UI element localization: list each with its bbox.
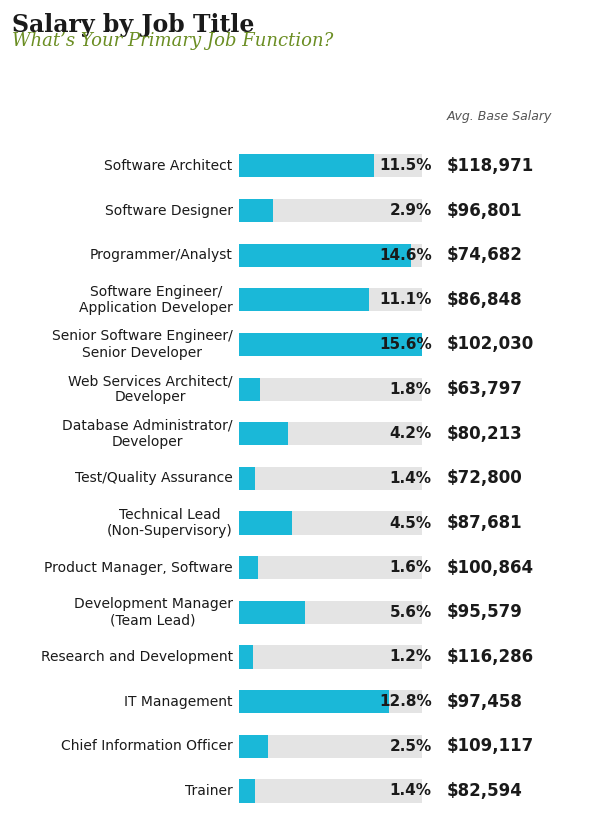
Text: 14.6%: 14.6% <box>379 248 431 263</box>
Bar <box>239 600 422 624</box>
Bar <box>239 690 422 713</box>
Text: 15.6%: 15.6% <box>379 337 431 352</box>
Bar <box>239 154 422 178</box>
Bar <box>239 512 422 534</box>
Bar <box>239 556 422 579</box>
Text: Product Manager, Software: Product Manager, Software <box>44 561 233 574</box>
Text: 1.6%: 1.6% <box>389 560 431 575</box>
Text: Software Engineer/
Application Developer: Software Engineer/ Application Developer <box>79 285 233 315</box>
Bar <box>239 779 422 802</box>
Text: $109,117: $109,117 <box>447 737 534 756</box>
Text: 4.2%: 4.2% <box>389 426 431 441</box>
Text: 1.8%: 1.8% <box>389 382 431 397</box>
Bar <box>239 467 422 490</box>
Text: 5.6%: 5.6% <box>389 605 431 620</box>
Text: $97,458: $97,458 <box>447 693 523 711</box>
Text: Senior Software Engineer/
Senior Developer: Senior Software Engineer/ Senior Develop… <box>52 329 233 360</box>
Text: 1.4%: 1.4% <box>389 783 431 798</box>
Text: $72,800: $72,800 <box>447 469 523 488</box>
Bar <box>239 645 422 669</box>
Text: 2.5%: 2.5% <box>389 739 431 754</box>
Text: $63,797: $63,797 <box>447 380 523 398</box>
Text: 12.8%: 12.8% <box>379 694 431 709</box>
Text: 11.5%: 11.5% <box>379 159 431 174</box>
Text: Database Administrator/
Developer: Database Administrator/ Developer <box>62 418 233 449</box>
Bar <box>239 244 410 267</box>
Bar <box>239 423 288 445</box>
Text: $82,594: $82,594 <box>447 782 523 800</box>
Bar <box>239 199 422 222</box>
Bar <box>239 735 422 758</box>
Bar <box>239 556 257 579</box>
Text: Research and Development: Research and Development <box>41 650 233 664</box>
Text: Technical Lead
(Non-Supervisory): Technical Lead (Non-Supervisory) <box>107 508 233 539</box>
Bar <box>239 288 370 311</box>
Text: Programmer/Analyst: Programmer/Analyst <box>90 248 233 262</box>
Bar <box>239 377 422 401</box>
Text: Test/Quality Assurance: Test/Quality Assurance <box>75 472 233 485</box>
Bar <box>239 244 422 267</box>
Text: 11.1%: 11.1% <box>379 292 431 307</box>
Text: $116,286: $116,286 <box>447 648 534 666</box>
Text: $74,682: $74,682 <box>447 246 523 264</box>
Bar <box>239 154 374 178</box>
Text: 2.9%: 2.9% <box>389 203 431 218</box>
Text: $87,681: $87,681 <box>447 514 523 532</box>
Text: Trainer: Trainer <box>185 784 233 798</box>
Text: $102,030: $102,030 <box>447 336 534 353</box>
Bar <box>239 199 273 222</box>
Text: 4.5%: 4.5% <box>389 515 431 530</box>
Text: $86,848: $86,848 <box>447 291 523 309</box>
Text: Avg. Base Salary: Avg. Base Salary <box>447 110 553 124</box>
Bar <box>239 779 255 802</box>
Text: Web Services Architect/
Developer: Web Services Architect/ Developer <box>68 374 233 404</box>
Bar <box>239 512 292 534</box>
Text: $96,801: $96,801 <box>447 201 523 220</box>
Text: 1.2%: 1.2% <box>389 650 431 665</box>
Bar <box>239 377 260 401</box>
Text: IT Management: IT Management <box>124 695 233 709</box>
Bar <box>239 333 422 356</box>
Text: Software Architect: Software Architect <box>104 159 233 173</box>
Bar <box>239 423 422 445</box>
Bar <box>239 333 422 356</box>
Text: $100,864: $100,864 <box>447 559 534 577</box>
Text: Development Manager
(Team Lead): Development Manager (Team Lead) <box>74 597 233 627</box>
Text: $80,213: $80,213 <box>447 425 523 443</box>
Text: Software Designer: Software Designer <box>104 204 233 218</box>
Bar <box>239 735 268 758</box>
Text: What’s Your Primary Job Function?: What’s Your Primary Job Function? <box>12 32 333 50</box>
Text: Chief Information Officer: Chief Information Officer <box>61 739 233 753</box>
Bar <box>239 645 253 669</box>
Bar <box>239 288 422 311</box>
Bar <box>239 600 305 624</box>
Bar <box>239 467 255 490</box>
Text: 1.4%: 1.4% <box>389 471 431 486</box>
Bar <box>239 690 389 713</box>
Text: $118,971: $118,971 <box>447 157 534 175</box>
Text: $95,579: $95,579 <box>447 604 523 621</box>
Text: Salary by Job Title: Salary by Job Title <box>12 13 254 37</box>
